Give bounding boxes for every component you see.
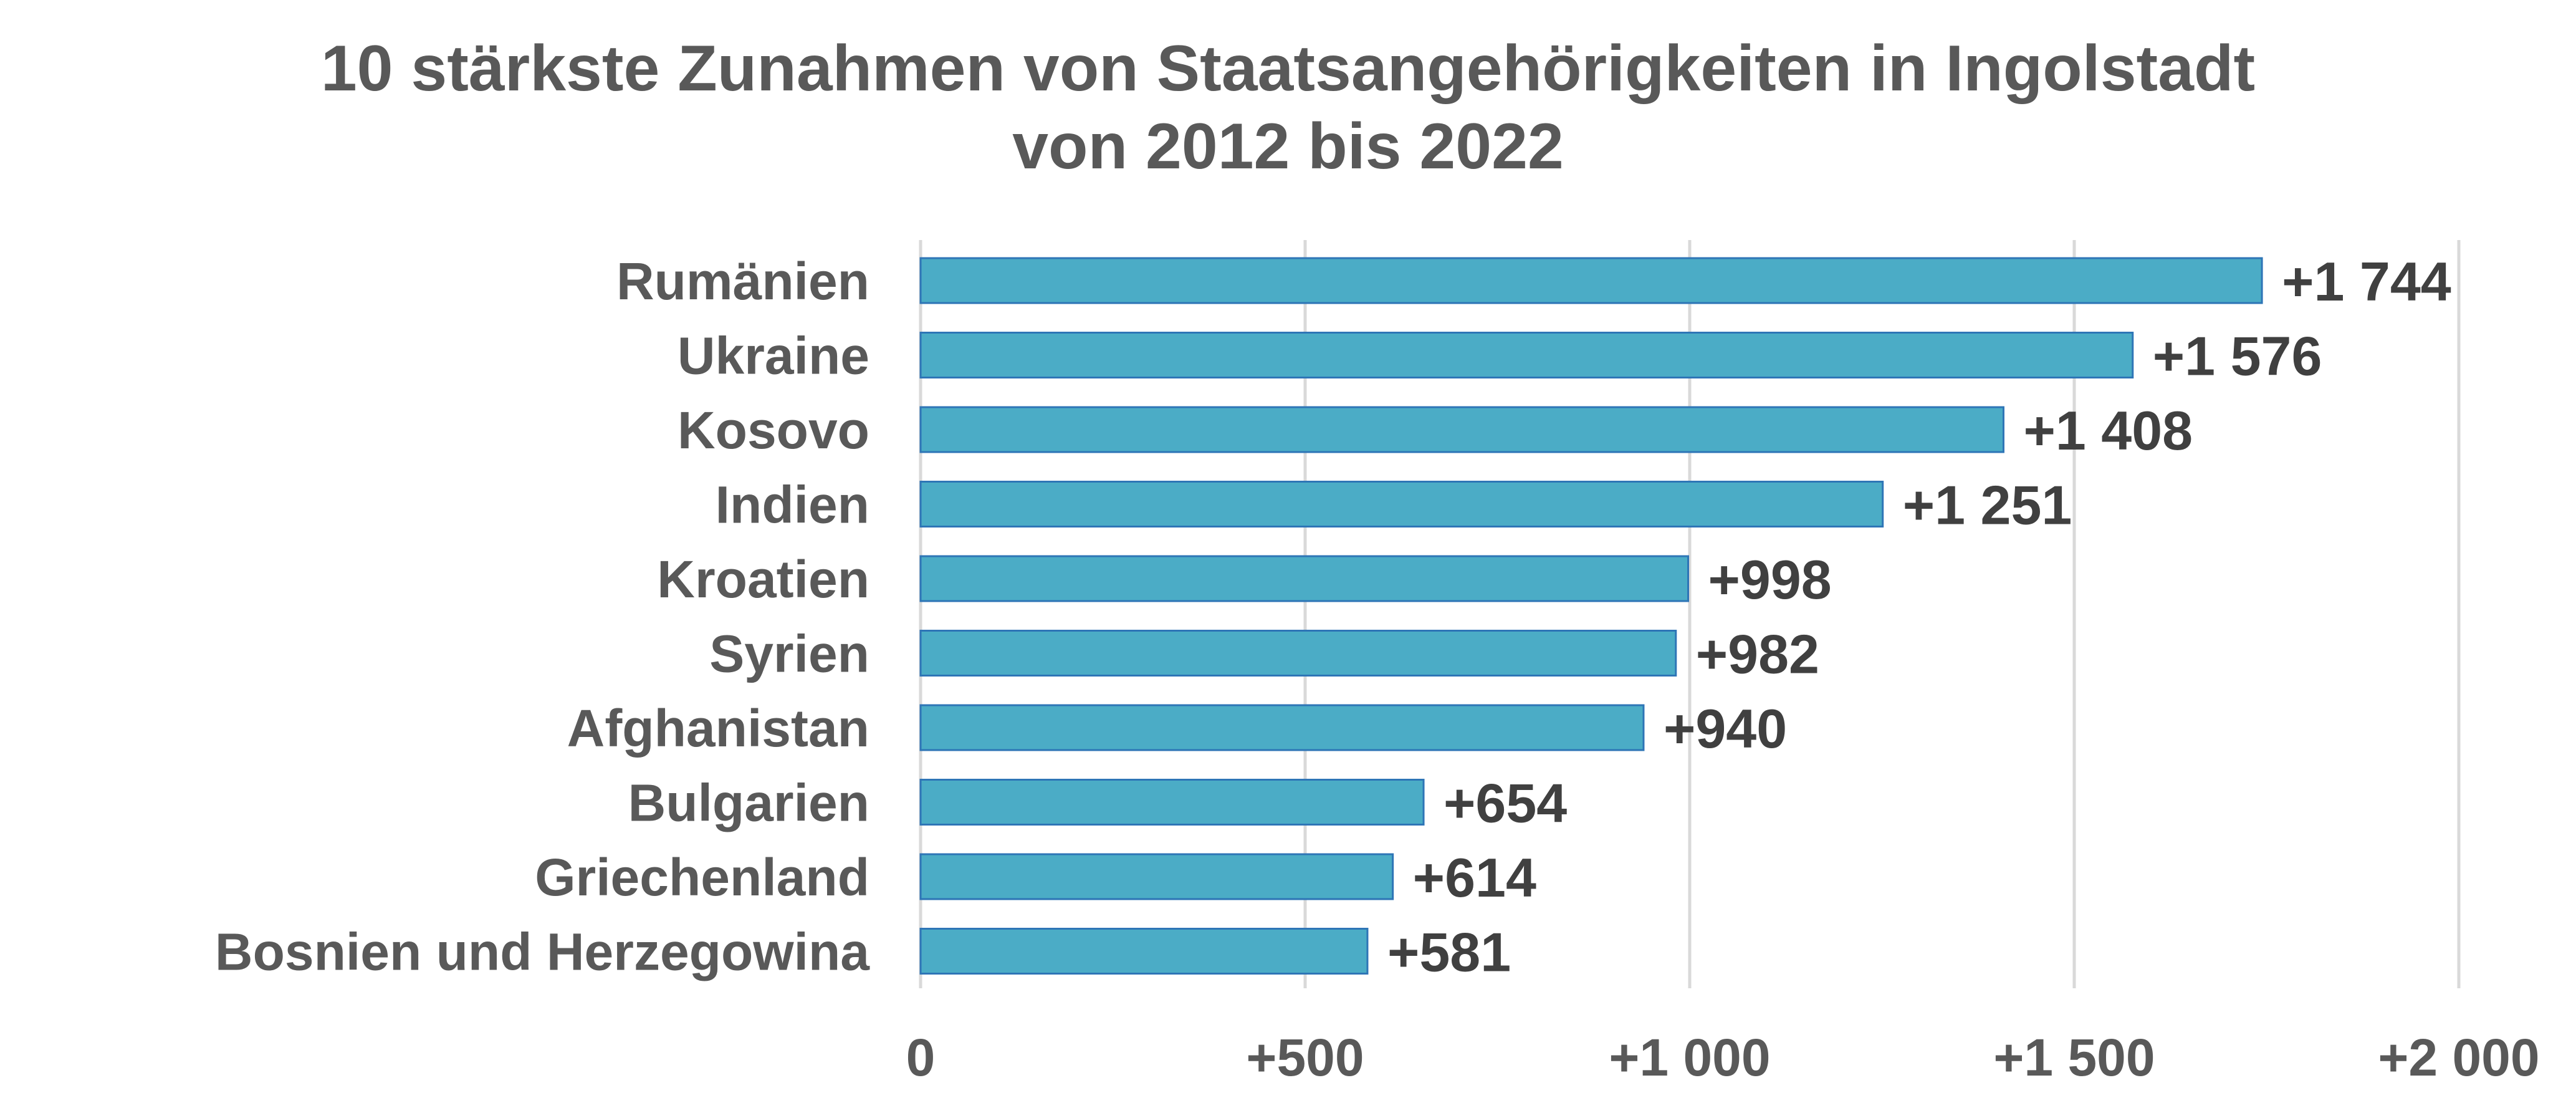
data-label: +982 (1696, 624, 1819, 685)
data-labels: +1 744 +1 576 +1 408 +1 251 +998 +982 +940 +654… (1387, 251, 2451, 983)
category-label: Afghanistan (567, 699, 869, 758)
data-label: +1 576 (2153, 325, 2322, 387)
bars (919, 257, 2263, 975)
bar (919, 779, 1425, 826)
category-label: Bulgarien (628, 774, 869, 832)
data-label: +614 (1413, 847, 1536, 908)
bar (919, 481, 1884, 527)
chart-title-line-2: von 2012 bis 2022 (1012, 110, 1564, 183)
data-label: +654 (1444, 773, 1567, 834)
bar (919, 630, 1677, 677)
category-label: Kroatien (657, 550, 869, 609)
data-label: +940 (1664, 698, 1787, 759)
x-tick-label: 0 (906, 1028, 936, 1087)
bar (919, 853, 1394, 900)
data-label: +581 (1387, 922, 1511, 983)
category-label: Indien (716, 476, 869, 534)
category-label: Kosovo (678, 401, 869, 460)
data-label: +998 (1708, 549, 1832, 610)
x-tick-label: +1 500 (1993, 1028, 2155, 1087)
x-tick-label: +2 000 (2378, 1028, 2539, 1087)
data-label: +1 408 (2023, 400, 2193, 461)
data-label: +1 744 (2282, 251, 2451, 312)
bar (919, 704, 1645, 751)
category-labels: Rumänien Ukraine Kosovo Indien Kroatien Syrie… (215, 252, 870, 981)
x-tick-label: +500 (1246, 1028, 1364, 1087)
category-label: Bosnien und Herzegowina (215, 923, 870, 981)
bar (919, 555, 1690, 602)
data-label: +1 251 (1903, 474, 2072, 536)
x-axis-tick-labels: 0 +500 +1 000 +1 500 +2 000 (906, 1028, 2540, 1087)
bar (919, 406, 2004, 453)
category-label: Rumänien (616, 252, 869, 311)
x-tick-label: +1 000 (1609, 1028, 1770, 1087)
category-label: Ukraine (678, 327, 869, 385)
bar (919, 332, 2134, 378)
category-label: Syrien (709, 625, 869, 683)
chart-title: 10 stärkste Zunahmen von Staatsangehörig… (0, 30, 2576, 186)
category-label: Griechenland (535, 848, 869, 907)
bar (919, 257, 2263, 304)
chart-title-line-1: 10 stärkste Zunahmen von Staatsangehörig… (320, 32, 2256, 105)
bar (919, 928, 1369, 975)
